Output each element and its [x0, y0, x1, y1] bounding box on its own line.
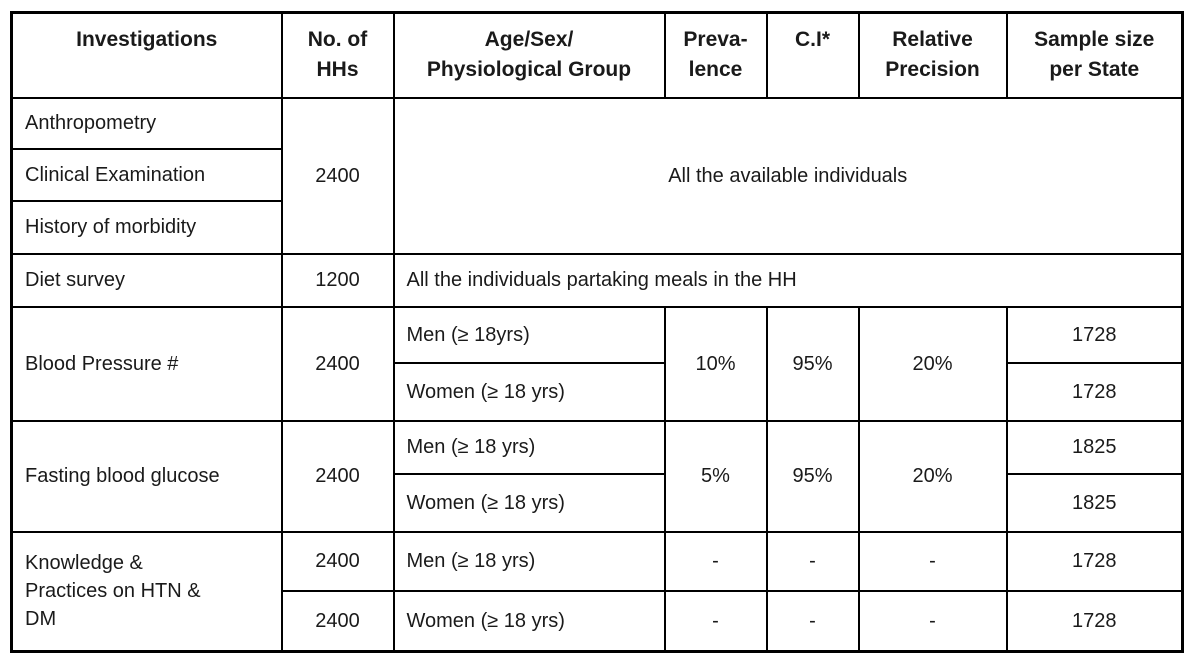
row-anthropometry: Anthropometry 2400 All the available ind… — [10, 96, 1184, 255]
sampling-design-table: Investigations No. of HHs Age/Sex/ Physi… — [10, 11, 1184, 653]
header-investigations: Investigations — [10, 11, 283, 99]
header-no-of-hhs: No. of HHs — [280, 11, 395, 99]
cell-sample-size-knowledge-men: 1728 — [1005, 530, 1184, 592]
row-fasting-blood-glucose-women: Women (≥ 18 yrs) 1825 — [12, 472, 1184, 533]
cell-prevalence-blood-pressure: 10% — [663, 305, 768, 422]
row-fasting-blood-glucose-men: Fasting blood glucose 2400 Men (≥ 18 yrs… — [10, 419, 1184, 533]
cell-relative-precision-knowledge-men: - — [857, 530, 1008, 592]
cell-coverage-all-available: All the available individuals — [392, 96, 1184, 255]
cell-group-bp-women: Women (≥ 18 yrs) — [392, 361, 666, 422]
cell-investigation-clinical-examination: Clinical Examination — [10, 147, 283, 202]
cell-investigation-knowledge-practices: Knowledge & Practices on HTN & DM — [10, 530, 283, 653]
cell-investigation-fasting-blood-glucose: Fasting blood glucose — [10, 419, 283, 533]
cell-hhs-knowledge-women: 2400 — [280, 589, 395, 653]
cell-group-bp-men: Men (≥ 18yrs) — [392, 305, 666, 364]
cell-ci-knowledge-men: - — [765, 530, 860, 592]
row-history-of-morbidity: History of morbidity — [10, 199, 1183, 255]
cell-hhs-anthropometry-section: 2400 — [280, 96, 395, 255]
cell-group-fbg-men: Men (≥ 18 yrs) — [392, 419, 666, 475]
cell-investigation-diet-survey: Diet survey — [10, 252, 283, 308]
cell-ci-knowledge-women: - — [765, 589, 860, 653]
cell-sample-size-bp-men: 1728 — [1005, 305, 1184, 364]
cell-relative-precision-knowledge-women: - — [857, 589, 1008, 653]
header-age-sex-group: Age/Sex/ Physiological Group — [392, 11, 666, 99]
cell-coverage-diet-survey: All the individuals partaking meals in t… — [392, 252, 1184, 308]
row-knowledge-practices-men: Knowledge & Practices on HTN & DM 2400 M… — [10, 530, 1184, 653]
cell-group-knowledge-women: Women (≥ 18 yrs) — [392, 589, 666, 653]
cell-group-knowledge-men: Men (≥ 18 yrs) — [392, 530, 666, 592]
cell-investigation-blood-pressure: Blood Pressure # — [10, 305, 283, 422]
cell-prevalence-fasting-blood-glucose: 5% — [663, 419, 768, 533]
cell-relative-precision-blood-pressure: 20% — [857, 305, 1008, 422]
cell-sample-size-fbg-men: 1825 — [1005, 419, 1184, 475]
header-relative-precision: Relative Precision — [857, 11, 1008, 99]
header-row: Investigations No. of HHs Age/Sex/ Physi… — [10, 11, 1184, 99]
cell-hhs-diet-survey: 1200 — [280, 252, 395, 308]
header-prevalence: Preva- lence — [663, 11, 768, 99]
cell-investigation-history-of-morbidity: History of morbidity — [10, 199, 283, 255]
cell-hhs-knowledge-men: 2400 — [280, 530, 395, 592]
cell-hhs-blood-pressure: 2400 — [280, 305, 395, 422]
row-blood-pressure-men: Blood Pressure # 2400 Men (≥ 18yrs) 10% … — [10, 305, 1184, 422]
row-blood-pressure-women: Women (≥ 18 yrs) 1728 — [12, 361, 1184, 422]
row-knowledge-practices-women: 2400 Women (≥ 18 yrs) - - - 1728 — [12, 589, 1184, 653]
cell-prevalence-knowledge-men: - — [663, 530, 768, 592]
cell-ci-fasting-blood-glucose: 95% — [765, 419, 860, 533]
cell-ci-blood-pressure: 95% — [765, 305, 860, 422]
cell-relative-precision-fasting-blood-glucose: 20% — [857, 419, 1008, 533]
header-ci: C.I* — [765, 11, 860, 99]
cell-sample-size-bp-women: 1728 — [1005, 361, 1184, 422]
row-clinical-examination: Clinical Examination — [10, 147, 1183, 202]
cell-hhs-fasting-blood-glucose: 2400 — [280, 419, 395, 533]
cell-group-fbg-women: Women (≥ 18 yrs) — [392, 472, 666, 533]
header-sample-size: Sample size per State — [1005, 11, 1184, 99]
cell-prevalence-knowledge-women: - — [663, 589, 768, 653]
cell-investigation-anthropometry: Anthropometry — [10, 96, 283, 150]
cell-sample-size-fbg-women: 1825 — [1005, 472, 1184, 533]
cell-sample-size-knowledge-women: 1728 — [1005, 589, 1184, 653]
row-diet-survey: Diet survey 1200 All the individuals par… — [10, 252, 1184, 308]
